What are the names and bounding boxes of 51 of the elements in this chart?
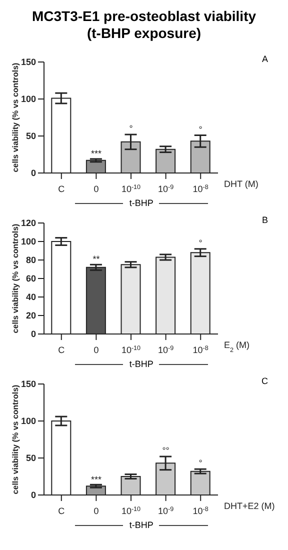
text: t-BHP (128, 520, 154, 530)
annotation: ° (198, 458, 203, 468)
x-axis-title: DHT (M) (224, 179, 258, 189)
text: B (262, 215, 268, 225)
y-tick-label: 50 (26, 453, 36, 464)
x-tick-label: 10$^{-10}$ (121, 344, 142, 355)
y-tick-label: 100 (20, 236, 36, 247)
y-tick-label: 150 (20, 379, 36, 390)
x-tick-label: 10$^{-10}$ (121, 506, 142, 516)
y-tick-label: 50 (26, 131, 36, 142)
y-tick-label: 20 (26, 310, 36, 321)
annotation: °° (162, 446, 170, 456)
y-tick-label: 120 (20, 218, 36, 228)
text: t-BHP (128, 198, 154, 208)
y-tick-label: 80 (26, 255, 36, 266)
y-axis-title: cells viability (% vs controls) (10, 62, 20, 172)
y-tick-label: 150 (20, 57, 36, 68)
text: t-BHP (128, 359, 154, 369)
y-tick-label: 40 (26, 292, 36, 302)
x-tick-label: 10$^{-8}$ (192, 506, 209, 516)
annotation: ° (198, 238, 203, 248)
y-tick-label: 0 (30, 329, 36, 340)
y-tick-label: 100 (20, 94, 36, 104)
x-tick-label: C (58, 184, 66, 194)
annotation: ** (92, 254, 100, 264)
y-tick-label: 0 (30, 490, 36, 500)
annotation: *** (90, 474, 102, 484)
y-axis-title: cells viability (% vs controls) (10, 223, 20, 334)
x-tick-label: 10$^{-9}$ (158, 344, 174, 355)
x-tick-label: 10$^{-9}$ (158, 506, 174, 516)
y-tick-label: 60 (26, 274, 36, 284)
x-tick-label: 10$^{-8}$ (192, 184, 209, 194)
x-axis-title: E$_{2}$ (M) (224, 340, 250, 354)
annotation: ° (129, 124, 134, 134)
text: A (262, 54, 268, 64)
y-axis-title: cells viability (% vs controls) (10, 384, 20, 494)
x-tick-label: C (58, 345, 66, 355)
x-tick-label: 10$^{-9}$ (158, 184, 174, 194)
x-tick-label: C (58, 506, 66, 516)
x-tick-label: 10$^{-10}$ (121, 184, 142, 194)
chart-title: MC3T3-E1 pre-osteoblast viability (t-BHP exposure) (30, 8, 258, 43)
annotation: ° (198, 124, 203, 134)
x-tick-label: 10$^{-8}$ (192, 344, 209, 355)
x-tick-label: 0 (94, 345, 99, 355)
annotation: *** (90, 148, 102, 159)
y-tick-label: 0 (30, 168, 36, 178)
x-tick-label: 0 (94, 506, 99, 516)
x-axis-title: DHT+E2 (M) (224, 501, 275, 511)
x-tick-label: 0 (94, 184, 99, 194)
text: C (262, 376, 268, 386)
y-tick-label: 100 (20, 416, 36, 426)
